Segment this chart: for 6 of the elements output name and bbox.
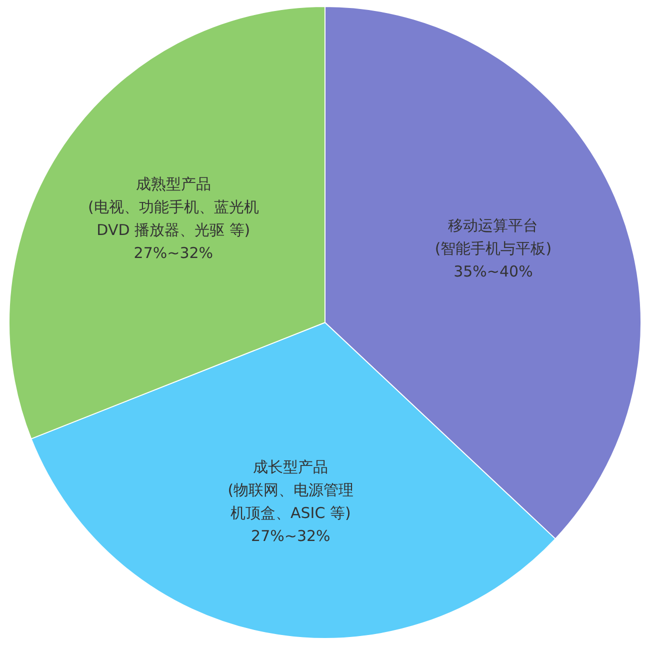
text: 35%~40% (454, 262, 533, 281)
text: 27%~32% (134, 244, 214, 262)
slice-label: 成长型产品(物联网、电源管理机顶盒、ASIC 等) (228, 458, 354, 522)
slice-label: 移动运算平台(智能手机与平板) (434, 216, 552, 258)
text: 27%~32% (251, 526, 330, 545)
slice-label: 成熟型产品(电视、功能手机、蓝光机DVD 播放器、光驱 等) (88, 174, 259, 239)
